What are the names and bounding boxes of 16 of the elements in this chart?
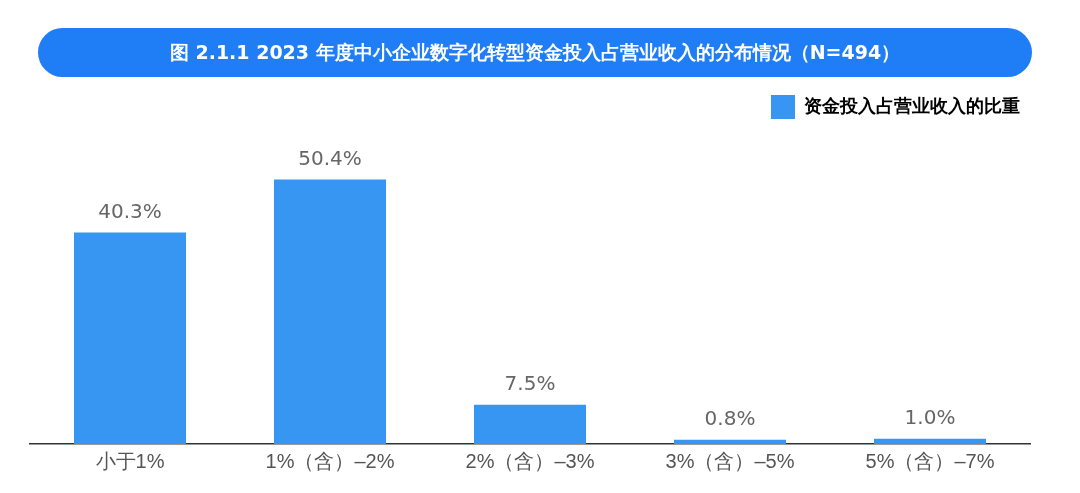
data-label: 0.8%: [704, 406, 756, 430]
legend-label: 资金投入占营业收入的比重: [804, 95, 1020, 116]
bar: [274, 179, 386, 444]
data-label: 50.4%: [298, 145, 362, 170]
bar: [674, 439, 786, 444]
x-tick-label: 小于1%: [95, 449, 165, 472]
bar: [74, 232, 186, 444]
x-tick-label: 3%（含）–5%: [665, 449, 795, 472]
x-tick-label: 5%（含）–7%: [865, 449, 995, 472]
data-label: 40.3%: [98, 198, 162, 223]
bar: [474, 404, 586, 444]
data-label: 1.0%: [904, 404, 956, 429]
x-tick-label: 2%（含）–3%: [465, 449, 595, 472]
x-tick-label: 1%（含）–2%: [265, 449, 395, 472]
data-label: 7.5%: [504, 370, 556, 395]
bar: [874, 438, 986, 444]
